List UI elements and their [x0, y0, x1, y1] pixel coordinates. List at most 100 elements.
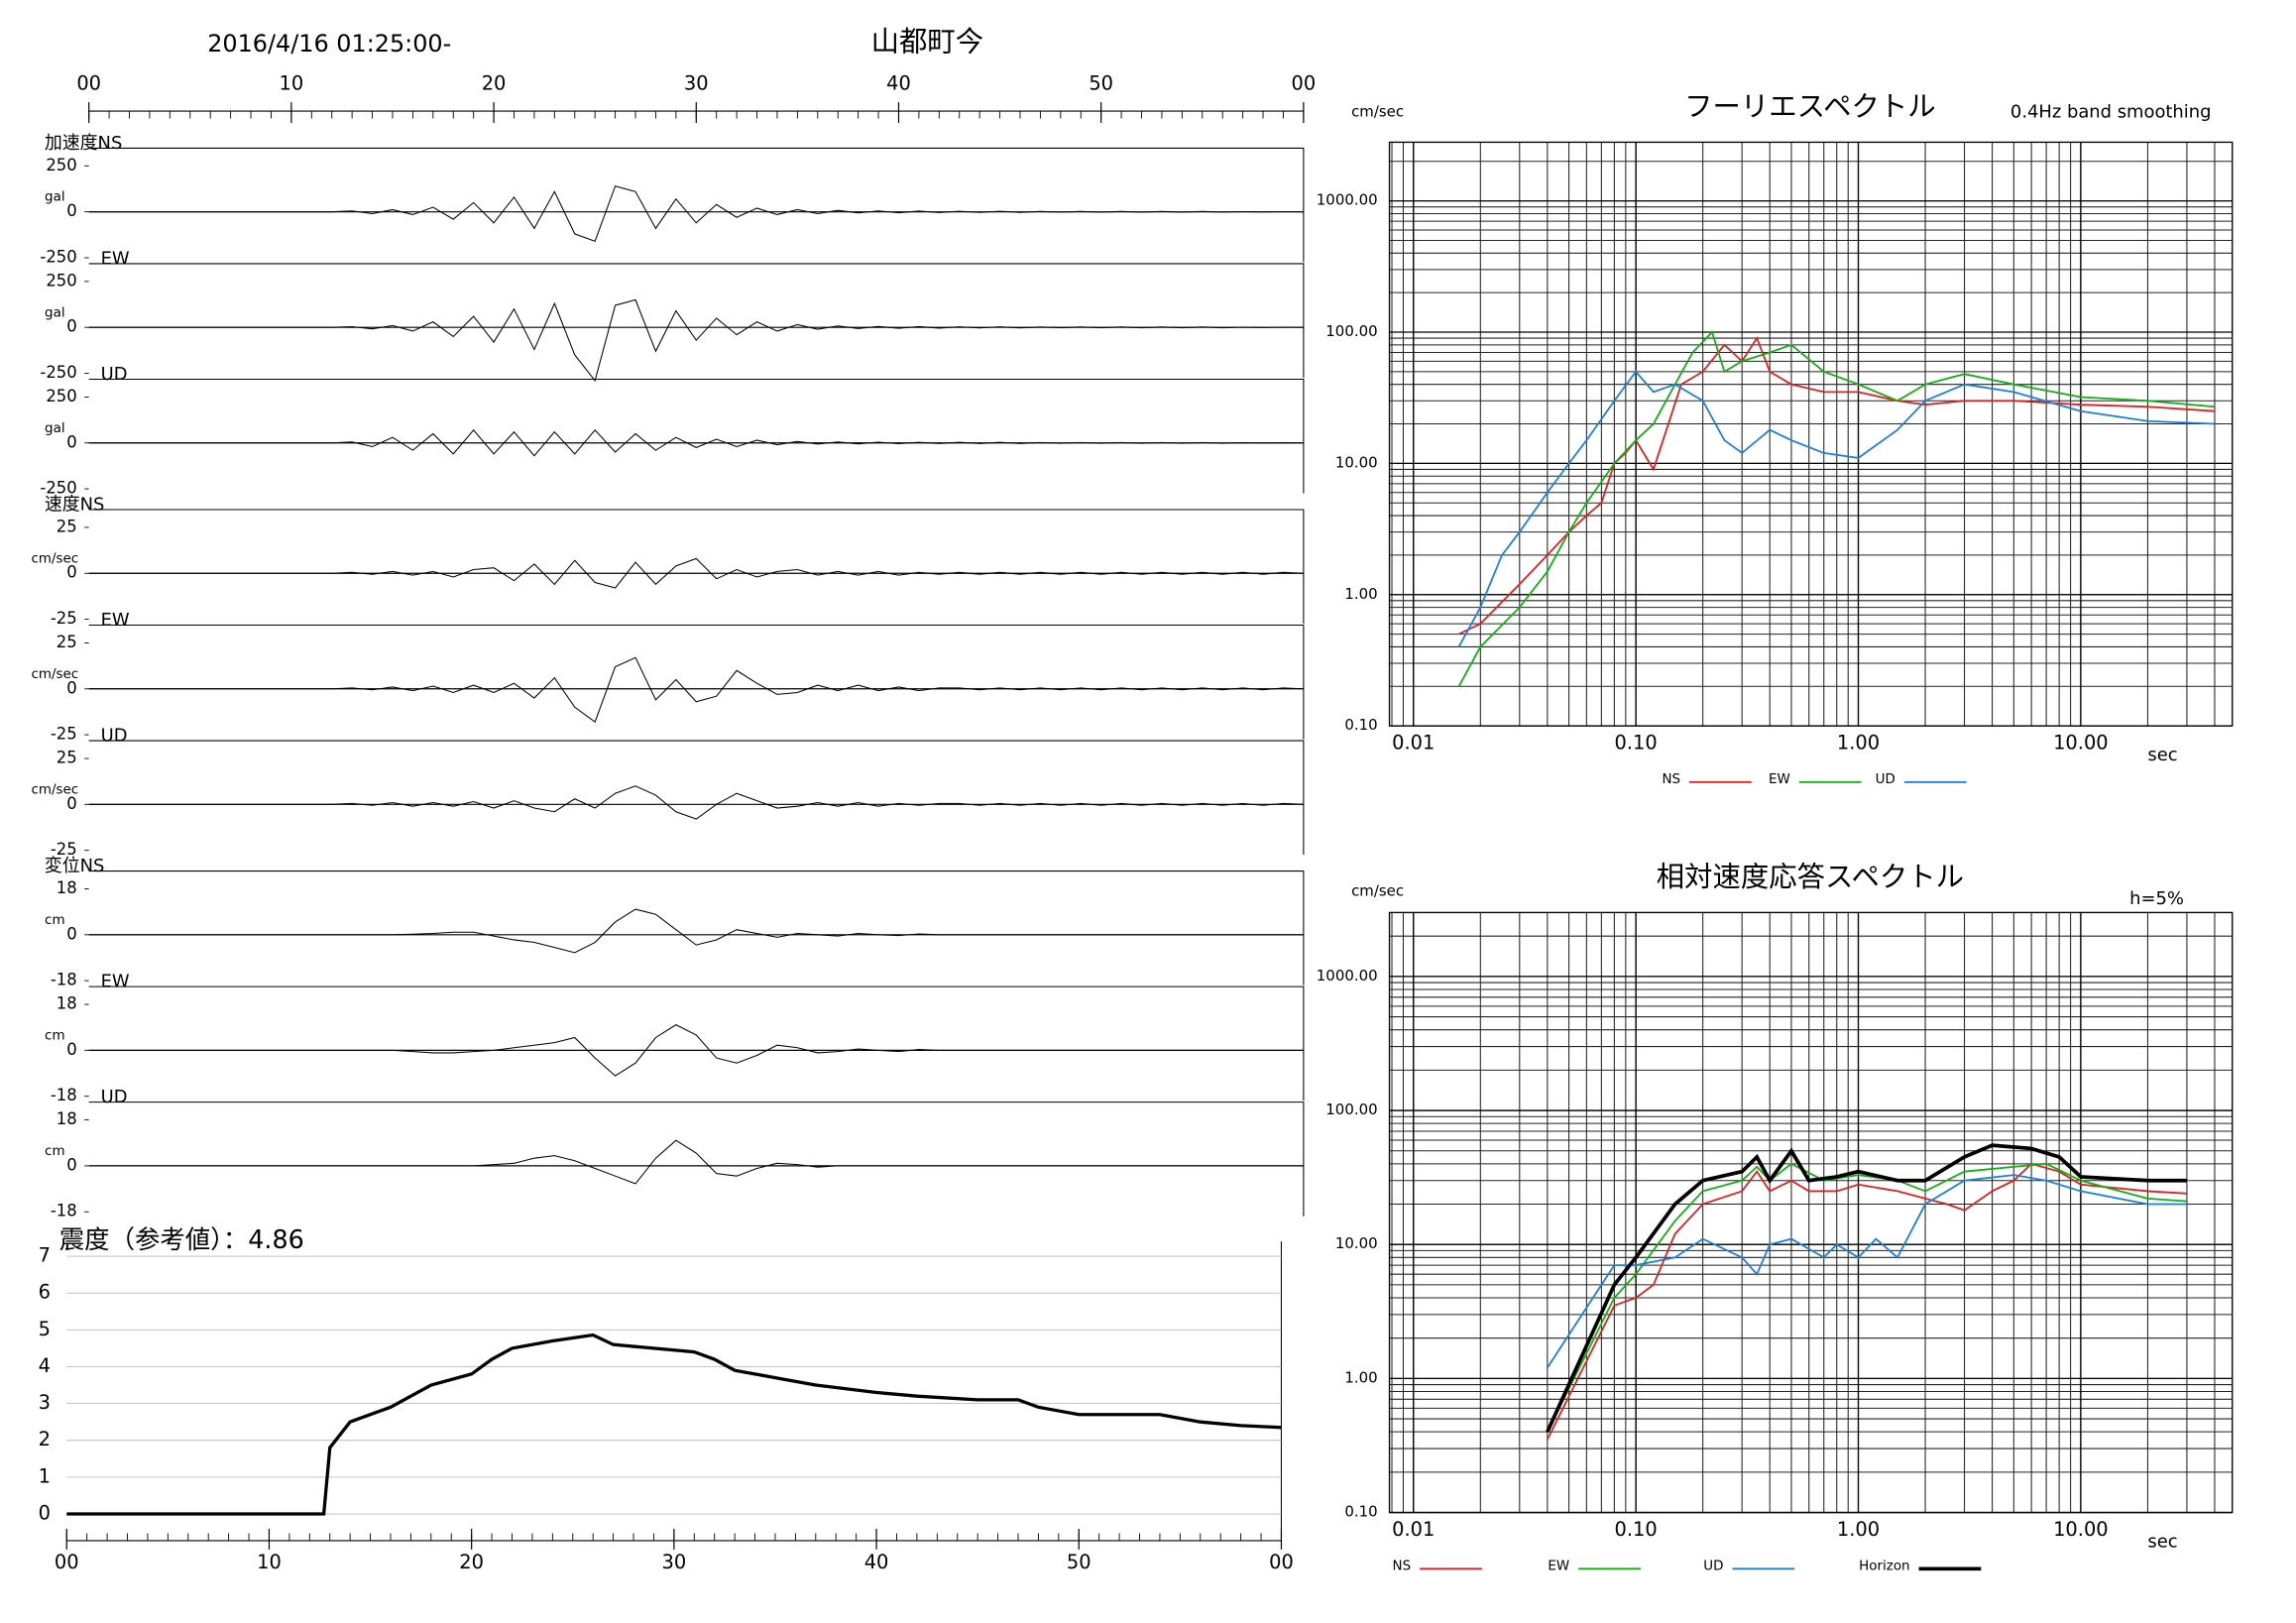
x-tick-label: 00: [1269, 1551, 1294, 1573]
unit-label: gal: [45, 305, 64, 320]
x-tick-label: 10.00: [2053, 732, 2109, 754]
spectrum-line: [1547, 1162, 2187, 1433]
legend-label: Horizon: [1859, 1559, 1909, 1573]
x-tick-label: 40: [864, 1551, 889, 1573]
y-tick-label: -25: [51, 609, 77, 628]
x-tick-label: 20: [459, 1551, 484, 1573]
waveform-trace: [88, 908, 1304, 954]
y-tick-label: 0: [66, 563, 76, 582]
y-axis-label: cm/sec: [1351, 881, 1404, 899]
y-axis-label: cm/sec: [1351, 103, 1404, 121]
x-tick-label: 40: [886, 72, 911, 95]
unit-label: gal: [45, 190, 64, 205]
x-tick-label: 1.00: [1837, 1518, 1880, 1541]
y-tick-label: 0: [66, 1040, 76, 1059]
x-axis-label: sec: [2147, 745, 2177, 765]
x-tick-label: 1.00: [1837, 732, 1880, 754]
panel-frame: [88, 985, 1305, 1101]
legend-label: UD: [1876, 772, 1895, 787]
unit-label: gal: [45, 421, 64, 436]
panel-frame: [88, 378, 1305, 494]
x-tick-label: 10.00: [2053, 1518, 2109, 1541]
legend-label: UD: [1703, 1559, 1723, 1573]
y-tick-label: 100.00: [1325, 1101, 1377, 1118]
unit-label: cm/sec: [31, 782, 78, 797]
unit-label: cm: [45, 1144, 64, 1159]
waveform-trace: [88, 185, 1304, 242]
y-tick-label: 0: [66, 794, 76, 813]
panel-label: EW: [101, 248, 130, 269]
y-tick-label: 250: [46, 156, 76, 174]
x-tick-label: 0.01: [1392, 1518, 1435, 1541]
waveform-trace: [88, 656, 1304, 723]
legend-label: EW: [1548, 1559, 1569, 1573]
legend-label: EW: [1769, 772, 1790, 787]
y-tick-label: 1000.00: [1317, 967, 1378, 985]
x-tick-label: 00: [55, 1551, 79, 1573]
y-tick-label: 18: [57, 994, 77, 1013]
x-tick-label: 20: [482, 72, 507, 95]
y-tick-label: -250: [40, 479, 76, 498]
x-tick-label: 50: [1089, 72, 1113, 95]
panel-frame: [88, 1101, 1305, 1217]
panel-frame: [88, 740, 1305, 856]
y-tick-label: 25: [57, 633, 77, 651]
unit-label: cm: [45, 913, 64, 928]
panel-label: UD: [101, 364, 128, 385]
panel-frame: [88, 625, 1305, 740]
y-tick-label: -250: [40, 247, 76, 266]
x-tick-label: 0.10: [1615, 732, 1658, 754]
x-tick-label: 10: [257, 1551, 282, 1573]
y-tick-label: -25: [51, 840, 77, 859]
y-tick-label: -18: [51, 971, 77, 989]
waveform-trace: [88, 557, 1304, 589]
panel-frame: [88, 147, 1305, 263]
x-tick-label: 0.01: [1392, 732, 1435, 754]
panel-frame: [88, 870, 1305, 985]
y-tick-label: 7: [39, 1244, 51, 1267]
y-tick-label: -18: [51, 1202, 77, 1220]
y-tick-label: 0.10: [1344, 1503, 1377, 1521]
panel-frame: [88, 509, 1305, 625]
title: 相対速度応答スペクトル: [1657, 861, 1964, 893]
unit-label: cm/sec: [31, 551, 78, 566]
panel-label: 速度NS: [45, 495, 105, 516]
panel-label: UD: [101, 726, 128, 747]
y-tick-label: 100.00: [1325, 322, 1377, 340]
title: 2016/4/16 01:25:00-: [207, 30, 451, 58]
panel-label: UD: [101, 1087, 128, 1107]
y-tick-label: 0: [66, 317, 76, 336]
subtitle: 0.4Hz band smoothing: [2010, 102, 2212, 123]
waveform-trace: [88, 785, 1304, 820]
y-tick-label: 250: [46, 271, 76, 290]
y-tick-label: 0.10: [1344, 716, 1377, 734]
y-tick-label: 5: [39, 1318, 51, 1340]
panel-label: 変位NS: [45, 856, 105, 876]
x-tick-label: 00: [1292, 72, 1317, 95]
panel-label: EW: [101, 610, 130, 631]
waveform-trace: [88, 298, 1304, 383]
y-tick-label: 10.00: [1335, 453, 1378, 471]
y-tick-label: 250: [46, 387, 76, 406]
panel-label: 加速度NS: [45, 133, 122, 154]
title: フーリエスペクトル: [1684, 90, 1935, 123]
spectrum-line: [1546, 1143, 2187, 1433]
y-tick-label: 1000.00: [1317, 191, 1378, 209]
y-tick-label: 0: [66, 432, 76, 451]
y-tick-label: -250: [40, 363, 76, 382]
x-tick-label: 50: [1067, 1551, 1091, 1573]
y-tick-label: 1: [39, 1464, 51, 1487]
x-tick-label: 30: [684, 72, 709, 95]
y-tick-label: 1.00: [1344, 585, 1377, 603]
subtitle: 山都町今: [871, 25, 984, 58]
y-tick-label: 2: [39, 1428, 51, 1450]
y-tick-label: 4: [39, 1354, 51, 1377]
spectrum-line: [1457, 330, 2216, 687]
x-tick-label: 30: [662, 1551, 687, 1573]
y-tick-label: 18: [57, 878, 77, 897]
y-tick-label: 25: [57, 749, 77, 767]
legend-label: NS: [1662, 772, 1680, 787]
